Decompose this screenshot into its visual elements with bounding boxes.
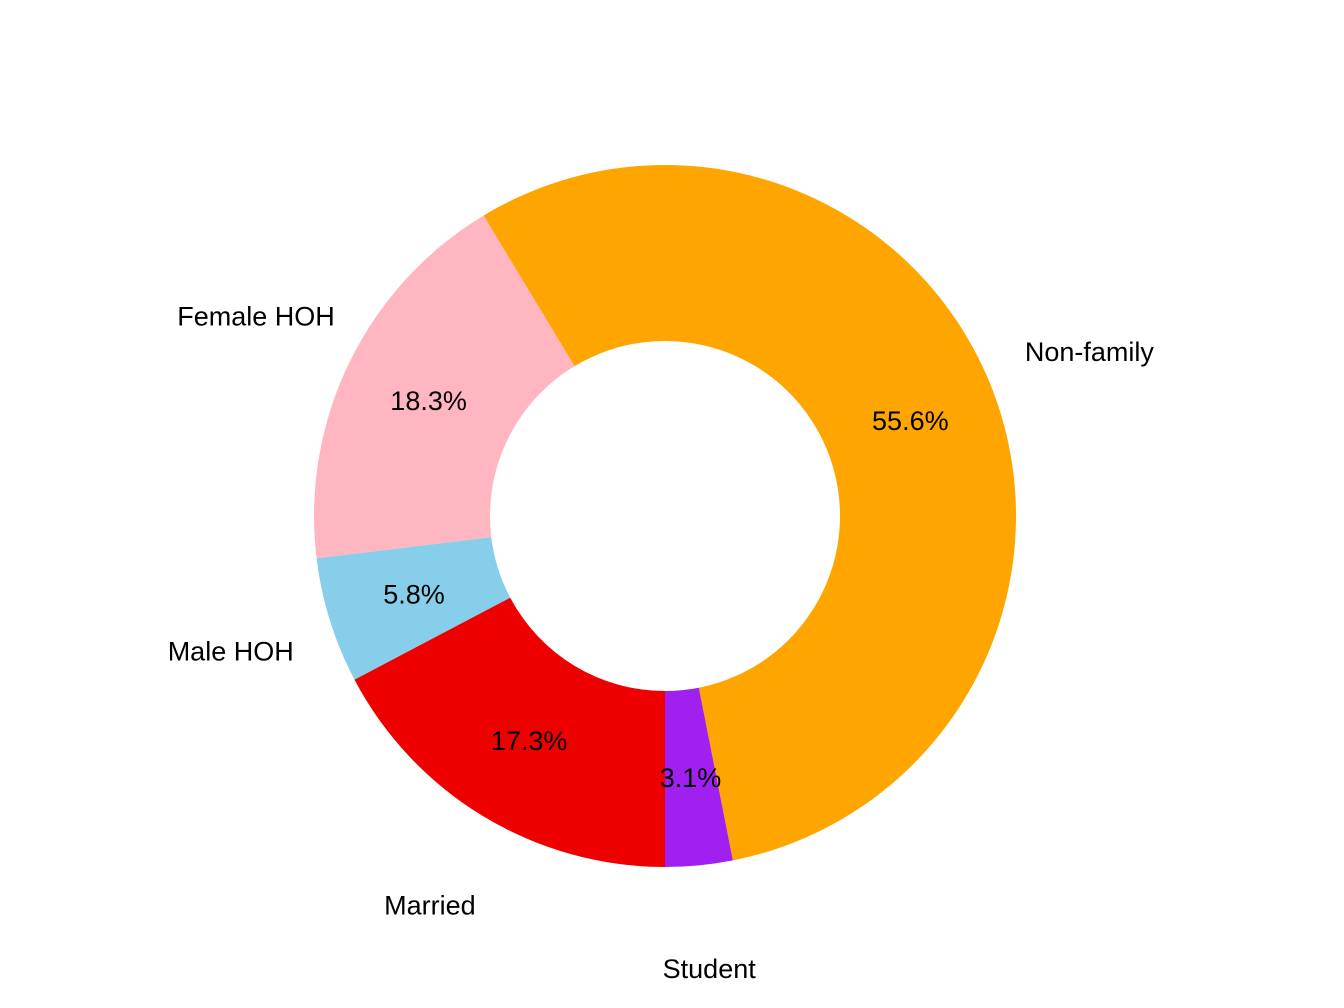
percent-label: 5.8% (383, 579, 445, 609)
category-label: Non-family (1025, 337, 1155, 367)
category-labels-group: Married Male HOH Female HOH Non-family Stude… (168, 302, 1155, 984)
slice-female-hoh (313, 215, 575, 559)
slice-student (665, 687, 733, 867)
percent-label: 55.6% (872, 406, 949, 436)
slice-male-hoh (316, 537, 511, 680)
slice-non-family (483, 165, 1017, 861)
slice-married (354, 597, 665, 867)
percent-labels-group: 17.3% 5.8% 18.3% 55.6% 3.1% (383, 386, 948, 793)
percent-label: 18.3% (390, 386, 467, 416)
slices-group (313, 165, 1017, 867)
category-label: Student (663, 954, 757, 984)
category-label: Married (384, 891, 476, 921)
percent-label: 17.3% (491, 726, 568, 756)
category-label: Female HOH (177, 302, 335, 332)
percent-label: 3.1% (660, 763, 722, 793)
category-label: Male HOH (168, 637, 294, 667)
